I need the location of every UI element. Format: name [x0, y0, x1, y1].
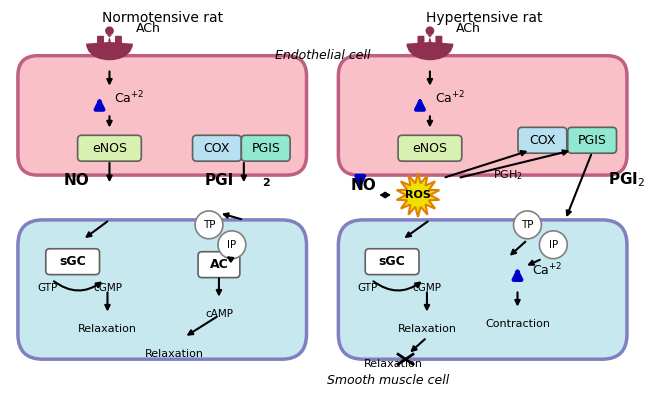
Text: ACh: ACh [136, 22, 161, 35]
Text: COX: COX [203, 142, 230, 155]
Text: TP: TP [521, 220, 534, 230]
Text: 2: 2 [262, 178, 270, 188]
Text: IP: IP [549, 240, 558, 250]
Text: eNOS: eNOS [92, 142, 127, 155]
Text: sGC: sGC [378, 255, 406, 268]
Text: Endothelial cell: Endothelial cell [275, 49, 370, 62]
Text: Relaxation: Relaxation [397, 324, 456, 334]
FancyBboxPatch shape [398, 135, 462, 161]
Text: TP: TP [203, 220, 215, 230]
Text: Relaxation: Relaxation [145, 349, 203, 359]
Text: cGMP: cGMP [412, 283, 441, 292]
FancyBboxPatch shape [417, 36, 424, 49]
Text: ACh: ACh [456, 22, 481, 35]
Text: Ca$^{+2}$: Ca$^{+2}$ [115, 90, 145, 107]
Text: COX: COX [529, 134, 555, 147]
Text: NO: NO [351, 178, 376, 193]
Text: PGIS: PGIS [578, 134, 607, 147]
Text: PGH$_2$: PGH$_2$ [492, 168, 522, 182]
Text: Ca$^{+2}$: Ca$^{+2}$ [435, 90, 465, 107]
FancyBboxPatch shape [365, 249, 419, 275]
Text: cAMP: cAMP [205, 309, 233, 320]
FancyBboxPatch shape [18, 220, 307, 359]
FancyBboxPatch shape [78, 135, 141, 161]
FancyBboxPatch shape [435, 36, 443, 49]
Text: cGMP: cGMP [93, 283, 122, 292]
FancyBboxPatch shape [192, 135, 241, 161]
Text: PGI$_2$: PGI$_2$ [608, 171, 645, 189]
Polygon shape [397, 173, 439, 217]
Text: PGIS: PGIS [251, 142, 280, 155]
Text: IP: IP [227, 240, 237, 250]
Text: ROS: ROS [405, 190, 431, 200]
Text: Relaxation: Relaxation [78, 324, 137, 334]
Circle shape [513, 211, 541, 239]
FancyBboxPatch shape [568, 127, 616, 153]
Text: Smooth muscle cell: Smooth muscle cell [327, 374, 449, 387]
Text: Ca$^{+2}$: Ca$^{+2}$ [533, 261, 563, 278]
Text: GTP: GTP [357, 283, 377, 292]
Text: Relaxation: Relaxation [364, 359, 422, 369]
Polygon shape [418, 43, 442, 48]
FancyBboxPatch shape [97, 36, 104, 49]
Circle shape [105, 26, 114, 35]
FancyBboxPatch shape [198, 252, 240, 277]
Circle shape [218, 231, 246, 259]
Text: NO: NO [64, 173, 89, 187]
Text: Normotensive rat: Normotensive rat [102, 11, 223, 25]
Text: Contraction: Contraction [485, 320, 550, 329]
Text: Hypertensive rat: Hypertensive rat [426, 11, 543, 25]
FancyBboxPatch shape [338, 56, 627, 175]
Text: AC: AC [209, 258, 228, 271]
Circle shape [426, 26, 434, 35]
Text: sGC: sGC [59, 255, 86, 268]
FancyBboxPatch shape [518, 127, 567, 153]
Polygon shape [98, 43, 121, 48]
FancyBboxPatch shape [338, 220, 627, 359]
Circle shape [539, 231, 567, 259]
Circle shape [195, 211, 223, 239]
Text: PGI: PGI [205, 173, 234, 187]
FancyBboxPatch shape [46, 249, 100, 275]
Text: eNOS: eNOS [412, 142, 447, 155]
FancyBboxPatch shape [115, 36, 122, 49]
FancyBboxPatch shape [241, 135, 290, 161]
FancyBboxPatch shape [18, 56, 307, 175]
Text: GTP: GTP [38, 283, 58, 292]
